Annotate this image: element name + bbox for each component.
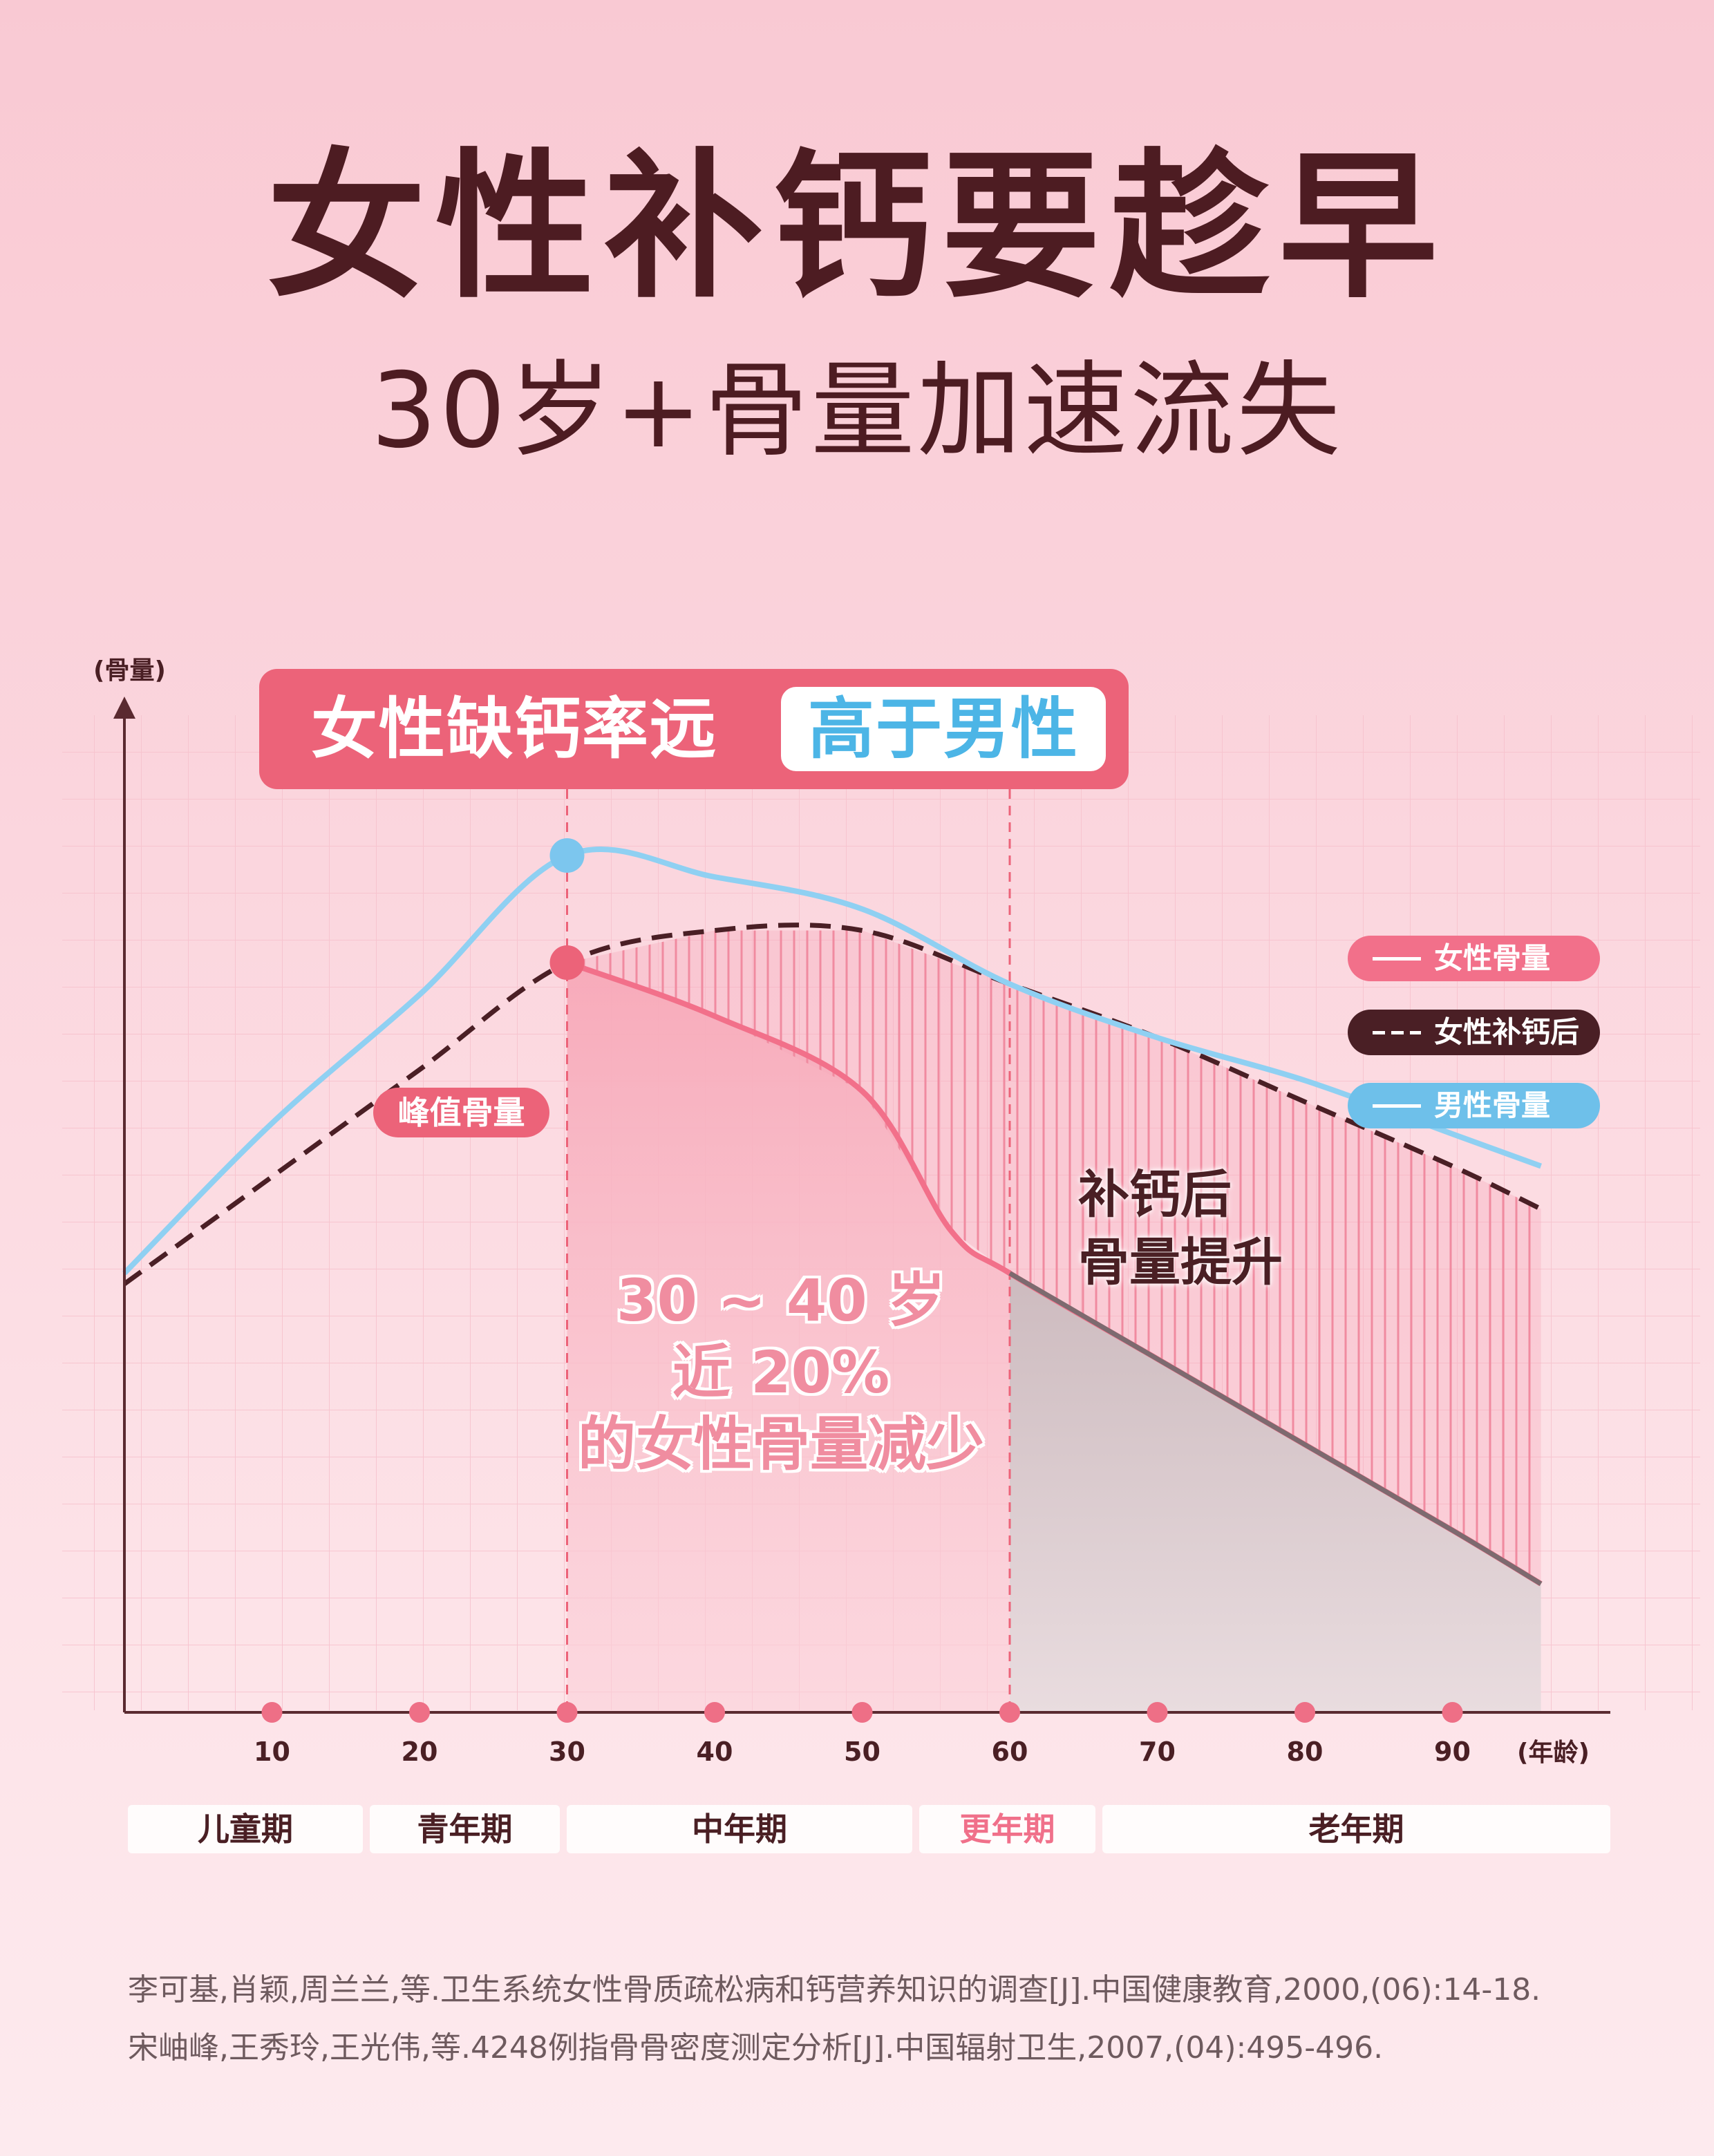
- banner: 女性缺钙率远 高于男性: [259, 669, 1129, 789]
- y-axis-label: (骨量): [93, 656, 166, 685]
- reference-2: 宋岫峰,王秀玲,王光伟,等.4248例指骨骨密度测定分析[J].中国辐射卫生,2…: [128, 2030, 1384, 2065]
- annotation-after-line2: 骨量提升: [1078, 1233, 1283, 1292]
- annotation-after-supplement: 补钙后 骨量提升: [1078, 1161, 1283, 1296]
- tick-label-40: 40: [697, 1737, 733, 1767]
- peak-marker-1: [549, 945, 585, 980]
- legend-female: 女性骨量: [1348, 936, 1600, 981]
- peak-label: 峰值骨量: [373, 1088, 549, 1137]
- peak-marker-0: [549, 838, 585, 873]
- female-low-area: [1010, 1273, 1541, 1712]
- tick-label-50: 50: [844, 1737, 880, 1767]
- reference-1: 李可基,肖颖,周兰兰,等.卫生系统女性骨质疏松病和钙营养知识的调查[J].中国健…: [128, 1972, 1541, 2007]
- female-line-decline: [1008, 1271, 1543, 1586]
- tick-label-10: 10: [254, 1737, 290, 1767]
- legend-supplement-swatch: [1373, 1031, 1421, 1034]
- tick-dot-90: [1442, 1702, 1463, 1723]
- annotation-after-line1: 补钙后: [1078, 1165, 1232, 1224]
- annotation-age-range: 30 ~ 40 岁 近 20% 的女性骨量减少: [539, 1265, 1023, 1480]
- legend-female-swatch: [1373, 957, 1421, 961]
- tick-dot-70: [1147, 1702, 1168, 1723]
- tick-dot-40: [704, 1702, 725, 1723]
- banner-right-text: 高于男性: [781, 687, 1106, 771]
- tick-dot-80: [1294, 1702, 1315, 1723]
- x-axis-label: (年龄): [1517, 1739, 1590, 1767]
- tick-dot-20: [409, 1702, 430, 1723]
- banner-left-text: 女性缺钙率远: [311, 690, 717, 768]
- page-subtitle: 30岁+骨量加速流失: [370, 351, 1344, 471]
- page-title: 女性补钙要趁早: [266, 135, 1447, 320]
- female-loss-area: [567, 963, 1010, 1712]
- stage-childhood: 儿童期: [128, 1805, 363, 1853]
- legend-male: 男性骨量: [1348, 1083, 1600, 1128]
- y-axis-arrow: [113, 697, 135, 719]
- legend-male-label: 男性骨量: [1434, 1088, 1551, 1122]
- tick-dot-60: [999, 1702, 1020, 1723]
- supplement-gain-hatch: [567, 930, 1541, 1584]
- stage-menopause: 更年期: [919, 1805, 1095, 1853]
- series-line-1: [122, 923, 1543, 1286]
- tick-dot-50: [851, 1702, 873, 1723]
- annotation-range-line2: 近 20%: [672, 1339, 890, 1406]
- tick-label-90: 90: [1434, 1737, 1471, 1767]
- references: 李可基,肖颖,周兰兰,等.卫生系统女性骨质疏松病和钙营养知识的调查[J].中国健…: [128, 1961, 1541, 2077]
- annotation-range-line1: 30 ~ 40 岁: [616, 1267, 945, 1334]
- stage-old-age: 老年期: [1102, 1805, 1610, 1853]
- legend-supplement-label: 女性补钙后: [1434, 1015, 1580, 1049]
- tick-label-80: 80: [1287, 1737, 1324, 1767]
- tick-label-20: 20: [402, 1737, 438, 1767]
- tick-label-30: 30: [549, 1737, 585, 1767]
- stage-youth: 青年期: [370, 1805, 560, 1853]
- tick-dot-30: [556, 1702, 578, 1723]
- tick-label-60: 60: [992, 1737, 1028, 1767]
- tick-label-70: 70: [1139, 1737, 1176, 1767]
- annotation-range-line3: 的女性骨量减少: [577, 1410, 984, 1478]
- series-line-2: [122, 847, 1542, 1276]
- stage-middle-age: 中年期: [567, 1805, 912, 1853]
- tick-dot-10: [261, 1702, 283, 1723]
- legend-female-label: 女性骨量: [1434, 941, 1551, 975]
- legend-supplement: 女性补钙后: [1348, 1010, 1600, 1055]
- legend-male-swatch: [1373, 1104, 1421, 1108]
